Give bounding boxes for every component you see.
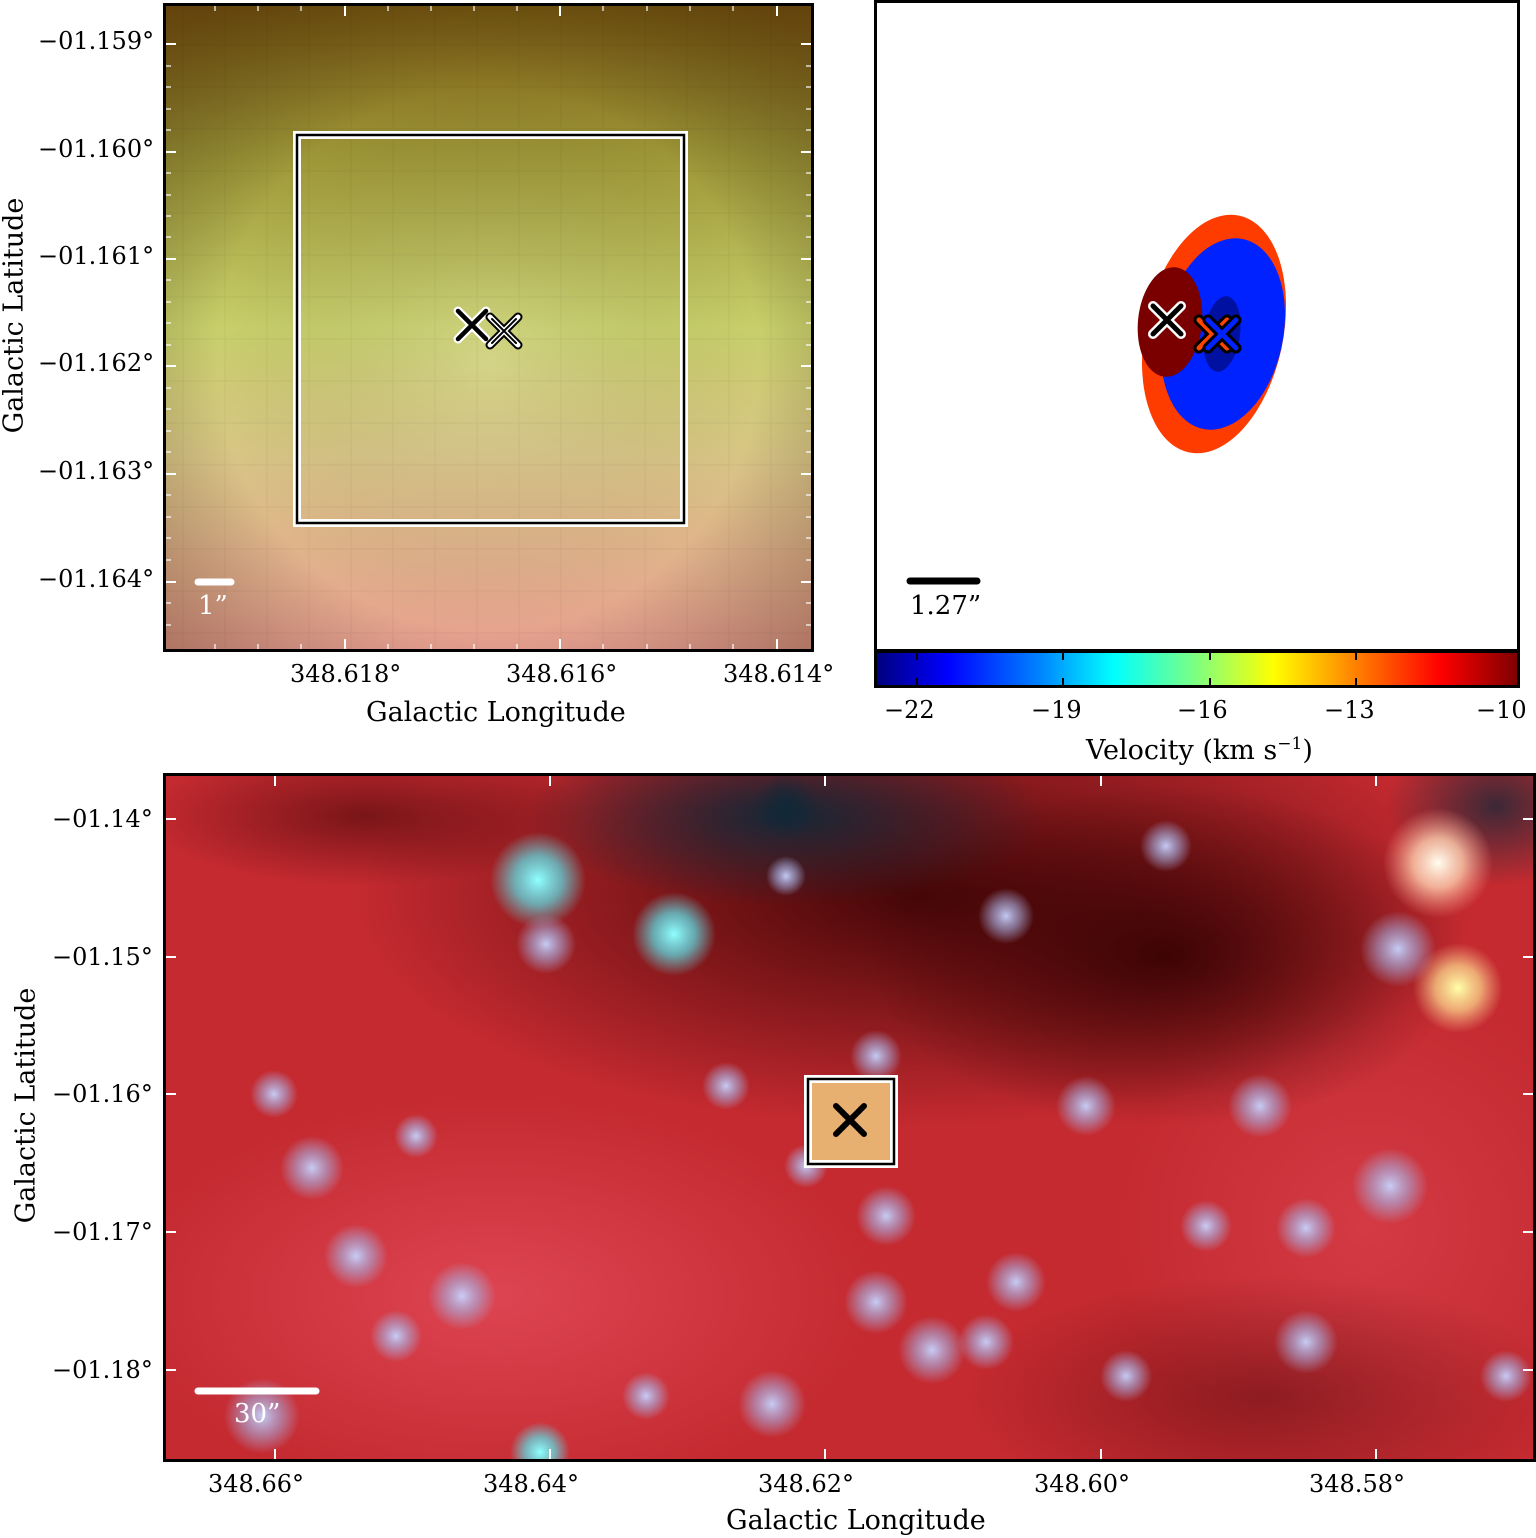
- y-tick-label: −01.162°: [38, 349, 155, 377]
- zoom-image: [166, 6, 811, 649]
- colorbar-ticks: [877, 653, 1517, 685]
- y-axis-label: Galactic Latitude: [0, 197, 30, 434]
- colorbar-tick-label: −19: [1031, 696, 1082, 724]
- wide-field-image: [166, 776, 1533, 1459]
- cross-marker-icon: [485, 312, 523, 350]
- cross-marker-icon: [1202, 314, 1242, 354]
- x-tick-label: 348.64°: [483, 1470, 579, 1498]
- y-tick-label: −01.17°: [52, 1218, 153, 1246]
- wide-field-image-panel: 30”: [163, 773, 1536, 1462]
- x-tick-label: 348.62°: [758, 1470, 854, 1498]
- y-tick-label: −01.160°: [38, 135, 155, 163]
- colorbar-label: Velocity (km s−1): [1086, 734, 1313, 766]
- star-field: [224, 776, 1532, 1459]
- cross-marker-icon: [1193, 314, 1233, 354]
- y-tick-label: −01.164°: [38, 565, 155, 593]
- colorbar-tick-label: −16: [1177, 696, 1228, 724]
- colorbar-tick-label: −22: [884, 696, 935, 724]
- y-tick-label: −01.163°: [38, 457, 155, 485]
- x-tick-label: 348.66°: [208, 1470, 304, 1498]
- x-axis-label: Galactic Longitude: [366, 697, 626, 728]
- cross-marker-icon: [1148, 301, 1186, 339]
- y-tick-label: −01.16°: [52, 1080, 153, 1108]
- x-tick-label: 348.616°: [506, 660, 618, 688]
- y-tick-label: −01.159°: [38, 27, 155, 55]
- x-tick-label: 348.618°: [290, 660, 402, 688]
- x-axis-label: Galactic Longitude: [726, 1505, 986, 1536]
- y-tick-label: −01.18°: [52, 1356, 153, 1384]
- velocity-colorbar: [874, 650, 1520, 688]
- y-axis-label: Galactic Latitude: [10, 987, 42, 1224]
- velocity-ellipses: [906, 214, 1287, 585]
- scale-bar-label: 30”: [234, 1399, 281, 1429]
- x-tick-label: 348.58°: [1309, 1470, 1405, 1498]
- velocity-map-panel: 1.27”: [874, 0, 1520, 652]
- zoom-image-panel: 1”: [163, 3, 814, 652]
- x-tick-label: 348.614°: [723, 660, 835, 688]
- y-tick-label: −01.14°: [52, 805, 153, 833]
- colorbar-tick-label: −13: [1324, 696, 1375, 724]
- colorbar-tick-label: −10: [1476, 696, 1527, 724]
- x-tick-label: 348.60°: [1034, 1470, 1130, 1498]
- y-tick-label: −01.15°: [52, 943, 153, 971]
- cross-marker-icon: [453, 306, 491, 344]
- scale-bar-label: 1.27”: [910, 591, 982, 621]
- scale-bar-label: 1”: [198, 591, 228, 621]
- y-tick-label: −01.161°: [38, 242, 155, 270]
- cross-marker-icon: [833, 1103, 867, 1137]
